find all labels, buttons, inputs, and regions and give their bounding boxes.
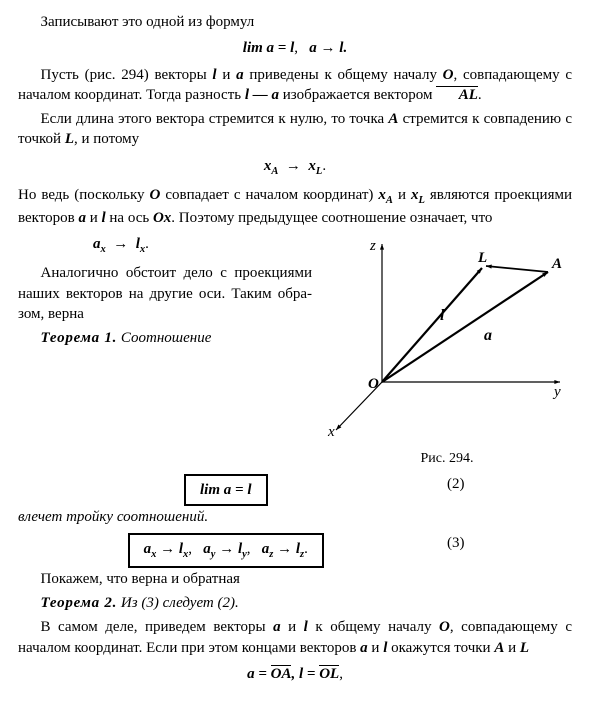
svg-text:a: a (484, 327, 492, 344)
t: y (242, 549, 247, 560)
t: O (439, 619, 450, 635)
t: a (93, 236, 101, 252)
t: x (151, 549, 156, 560)
t: x (378, 187, 386, 203)
text: и (504, 640, 520, 656)
sym-L: L (65, 131, 74, 147)
text: . (478, 87, 482, 103)
t: , (339, 666, 343, 682)
svg-text:O: O (368, 376, 379, 392)
t: A (494, 640, 504, 656)
theorem-2-text: Из (3) следует (2). (117, 595, 239, 611)
sym-O: O (150, 187, 161, 203)
t: Ox (153, 210, 171, 226)
t: A (386, 195, 393, 206)
figure-svg: z y x O L Al a (322, 232, 572, 442)
svg-text:L: L (477, 250, 487, 266)
svg-text:l: l (440, 307, 445, 324)
t: z (269, 549, 273, 560)
text: и (281, 619, 304, 635)
t: влечет тройку соотношений. (18, 509, 208, 525)
vec-OL: OL (319, 664, 339, 684)
vec-OA: OA (271, 664, 292, 684)
formula-xA-xL: xA → xL. (18, 156, 572, 179)
para-1: Пусть (рис. 294) векторы l и a приведены… (18, 65, 572, 106)
t: a = (247, 666, 271, 682)
svg-text:A: A (551, 256, 562, 272)
between-text: влечет тройку соотношений. (18, 507, 572, 527)
t: , l = (291, 666, 319, 682)
t: y (211, 549, 216, 560)
figure-294: z y x O L Al a Рис. 294. (322, 232, 572, 469)
text: и (217, 67, 237, 83)
t: x (308, 158, 316, 174)
para-5: Покажем, что верна и обратная (18, 569, 572, 589)
para-6: В самом деле, приведем векторы a и l к о… (18, 617, 572, 658)
svg-text:y: y (552, 384, 561, 400)
text: на ось (106, 210, 153, 226)
sym-a: a (236, 67, 244, 83)
svg-text:x: x (327, 424, 335, 440)
theorem-2-label: Теорема 2. (41, 595, 118, 611)
theorem-1-text: Соотношение (117, 330, 211, 346)
text: приведены к общему началу (244, 67, 443, 83)
sym-O: O (443, 67, 454, 83)
t: A (271, 166, 278, 177)
vec-AL: AL (436, 85, 478, 105)
t: x (140, 244, 145, 255)
t: a (273, 619, 281, 635)
t: L (520, 640, 529, 656)
text: изобра­жается вектором (279, 87, 436, 103)
t: a (360, 640, 368, 656)
text: и (393, 187, 411, 203)
t: L (316, 166, 322, 177)
text: совпадает с началом координат) (160, 187, 378, 203)
t: a (78, 210, 86, 226)
text: . Поэтому предыду­щее соотношение означа… (171, 210, 492, 226)
text: Но ведь (поскольку (18, 187, 150, 203)
text: и (86, 210, 102, 226)
text: окажутся точки (387, 640, 494, 656)
boxed-lim: lim a = l (184, 474, 268, 506)
formula-last: a = OA, l = OL, (18, 664, 572, 684)
formula-top: lim a = l, a → l. (18, 38, 572, 58)
t: a (144, 541, 152, 557)
text: Если длина этого вектора стремится к нул… (41, 111, 389, 127)
para-3: Но ведь (поскольку O совпадает с началом… (18, 185, 572, 228)
sym-lminusa: l — a (245, 87, 279, 103)
sym-A: A (388, 111, 398, 127)
eq-number-2: (2) (434, 473, 466, 495)
text: Пусть (рис. 294) векторы (41, 67, 213, 83)
t: z (300, 549, 304, 560)
text: , и потому (74, 131, 139, 147)
para-2: Если длина этого вектора стремится к нул… (18, 109, 572, 150)
text: к общему началу (308, 619, 439, 635)
eq-number-3: (3) (434, 532, 466, 554)
arrow: → (113, 236, 128, 252)
arrow: → (286, 158, 301, 174)
formula-boxed-1: lim a = l (2) (18, 473, 572, 507)
intro-line: Записывают это одной из формул (18, 12, 572, 32)
svg-text:z: z (369, 238, 376, 254)
t: x (183, 549, 188, 560)
boxed-projections: ax → lx, ay → ly, az → lz. (128, 533, 324, 568)
theorem-1-label: Теорема 1. (41, 330, 118, 346)
text: и (368, 640, 384, 656)
theorem-2: Теорема 2. Из (3) следует (2). (18, 593, 572, 613)
t: a (203, 541, 211, 557)
figure-caption: Рис. 294. (322, 450, 572, 469)
t: x (101, 244, 106, 255)
text: В самом деле, приведем векторы (41, 619, 274, 635)
formula-boxed-2: ax → lx, ay → ly, az → lz. (3) (18, 532, 572, 569)
